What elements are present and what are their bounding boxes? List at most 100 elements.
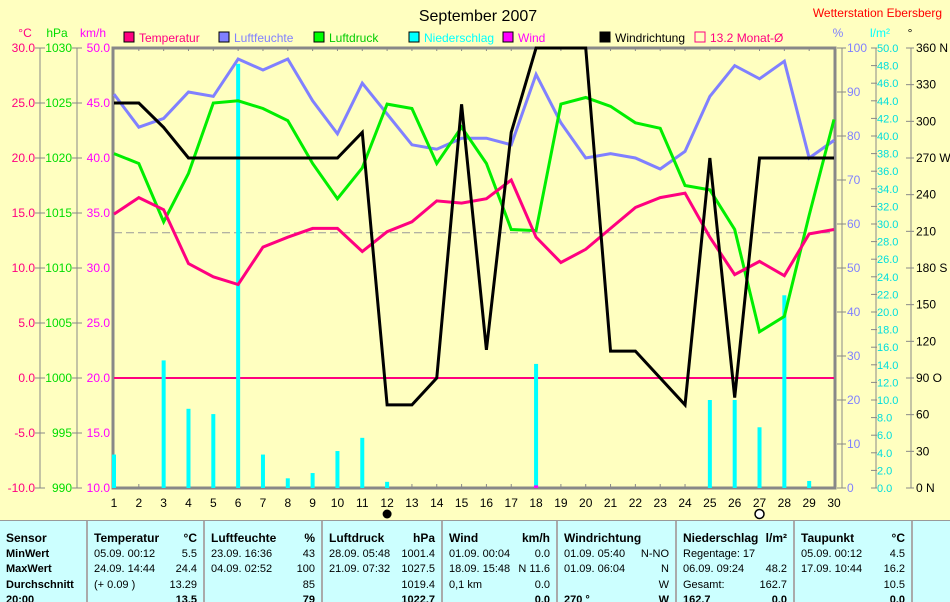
temperatur-line xyxy=(113,177,835,287)
table-column: Taupunkt °C 05.09. 00:12 4.5 17.09. 10:44 16.… xyxy=(795,521,913,602)
table-cell: 20:00 xyxy=(6,594,35,602)
table-cell: Luftdruck xyxy=(329,531,385,545)
niederschlag-bar xyxy=(260,454,265,488)
table-cell: 0.0 xyxy=(534,578,550,591)
table-cell: 01.09. 06:04 xyxy=(564,563,626,575)
x-tick-label: 5 xyxy=(210,496,217,510)
table-cell: °C xyxy=(183,531,197,545)
table-cell: °C xyxy=(891,531,905,545)
legend-label: Wind xyxy=(518,31,545,45)
wind-tick-label: 20.0 xyxy=(87,371,111,385)
hum-tick-label: 50 xyxy=(847,261,861,275)
weather-chart: September 2007 Wetterstation Ebersberg °C h… xyxy=(8,6,950,520)
table-cell: 0.0 xyxy=(771,594,787,602)
table-column-empty xyxy=(913,521,950,602)
x-tick-label: 18 xyxy=(529,496,543,510)
niederschlag-bar xyxy=(186,408,191,488)
table-cell: 28.09. 05:48 xyxy=(329,547,391,560)
table-cell: 1022.7 xyxy=(401,594,435,602)
rain-tick-label: 0.0 xyxy=(877,483,892,495)
x-tick-label: 14 xyxy=(430,496,444,510)
table-row: 1019.4 xyxy=(329,578,435,594)
table-cell: 05.09. 00:12 xyxy=(94,547,156,560)
hum-tick-label: 100 xyxy=(847,41,867,55)
x-tick-label: 11 xyxy=(356,496,369,510)
rain-tick-label: 48.0 xyxy=(877,61,898,73)
press-tick-label: 1000 xyxy=(45,371,72,385)
table-row: W xyxy=(564,578,669,594)
x-tick-label: 29 xyxy=(802,496,816,510)
table-row: Durchschnitt xyxy=(6,578,80,594)
table-cell: 162.7 xyxy=(683,594,711,602)
axis-unit: °C xyxy=(18,26,32,40)
table-row: Regentage: 17 xyxy=(683,547,787,563)
press-tick-label: 1020 xyxy=(45,151,72,165)
rain-tick-label: 8.0 xyxy=(877,413,892,425)
table-cell: Windrichtung xyxy=(564,531,642,545)
table-row: 06.09. 09:24 48.2 xyxy=(683,562,787,578)
rain-tick-label: 28.0 xyxy=(877,237,898,249)
press-tick-label: 1005 xyxy=(45,316,72,330)
table-cell: 48.2 xyxy=(765,563,787,575)
table-cell: Gesamt: xyxy=(683,578,725,591)
table-cell: 17.09. 10:44 xyxy=(801,563,863,575)
temp-tick-label: 5.0 xyxy=(18,316,35,330)
rain-tick-label: 36.0 xyxy=(877,166,898,178)
windrichtung-line xyxy=(114,46,834,409)
rain-tick-label: 22.0 xyxy=(877,289,898,301)
legend-swatch xyxy=(502,31,514,43)
rain-tick-label: 40.0 xyxy=(877,131,898,143)
wind-tick-label: 25.0 xyxy=(87,316,111,330)
table-row: Luftfeuchte% xyxy=(211,531,315,547)
x-tick-label: 12 xyxy=(380,496,394,510)
table-cell: 05.09. 00:12 xyxy=(801,547,863,560)
table-row: 18.09. 15:48 N 11.6 xyxy=(449,562,550,578)
legend-label: Windrichtung xyxy=(615,31,685,45)
table-cell: 0.0 xyxy=(534,547,550,560)
temp-tick-label: 10.0 xyxy=(12,261,36,275)
new-moon-icon xyxy=(382,509,392,519)
legend-swatch xyxy=(694,31,706,43)
table-column: Windrichtung 01.09. 05:40 N-NO 01.09. 06:04… xyxy=(558,521,677,602)
table-row: 01.09. 00:04 0.0 xyxy=(449,547,550,563)
table-row: 1022.7 xyxy=(329,593,435,602)
table-cell: 24.4 xyxy=(175,563,197,575)
rain-tick-label: 26.0 xyxy=(877,254,898,266)
niederschlag-bar xyxy=(707,400,712,488)
table-cell: 79 xyxy=(302,594,315,602)
table-row: Windrichtung xyxy=(564,531,669,547)
table-row: Wind km/h xyxy=(449,531,550,547)
dir-tick-label: 0 N xyxy=(916,481,935,495)
hum-tick-label: 80 xyxy=(847,129,861,143)
rain-tick-label: 34.0 xyxy=(877,184,898,196)
axis-unit: l/m² xyxy=(870,26,890,40)
hum-tick-label: 70 xyxy=(847,173,861,187)
niederschlag-bar xyxy=(285,478,290,488)
axis-unit: % xyxy=(833,26,844,40)
rain-tick-label: 2.0 xyxy=(877,465,892,477)
x-tick-label: 7 xyxy=(260,496,267,510)
table-cell: 04.09. 02:52 xyxy=(211,563,273,575)
table-cell: Luftfeuchte xyxy=(211,531,277,545)
x-tick-label: 20 xyxy=(579,496,593,510)
table-column: Sensor MinWert MaxWert Durchschnitt 20:00 xyxy=(0,521,88,602)
dir-tick-label: 60 xyxy=(916,408,930,422)
table-column: Luftdruck hPa 28.09. 05:48 1001.4 21.09. 07:… xyxy=(323,521,443,602)
rain-tick-label: 44.0 xyxy=(877,96,898,108)
table-row: 24.09. 14:44 24.4 xyxy=(94,562,197,578)
table-cell: 85 xyxy=(302,578,315,591)
table-cell: 0,1 km xyxy=(449,578,483,591)
rain-tick-label: 14.0 xyxy=(877,360,898,372)
table-cell: N 11.6 xyxy=(518,563,550,575)
dir-tick-label: 180 S xyxy=(916,261,947,275)
table-cell: 100 xyxy=(296,563,315,575)
axis-unit: ° xyxy=(908,26,913,40)
table-cell: Sensor xyxy=(6,531,47,545)
table-cell: % xyxy=(304,531,315,545)
table-cell: N xyxy=(661,563,669,575)
dir-tick-label: 300 xyxy=(916,114,936,128)
table-cell: 01.09. 05:40 xyxy=(564,547,626,560)
hum-tick-label: 30 xyxy=(847,349,861,363)
table-row: Gesamt: 162.7 xyxy=(683,578,787,594)
full-moon-icon xyxy=(754,508,765,520)
